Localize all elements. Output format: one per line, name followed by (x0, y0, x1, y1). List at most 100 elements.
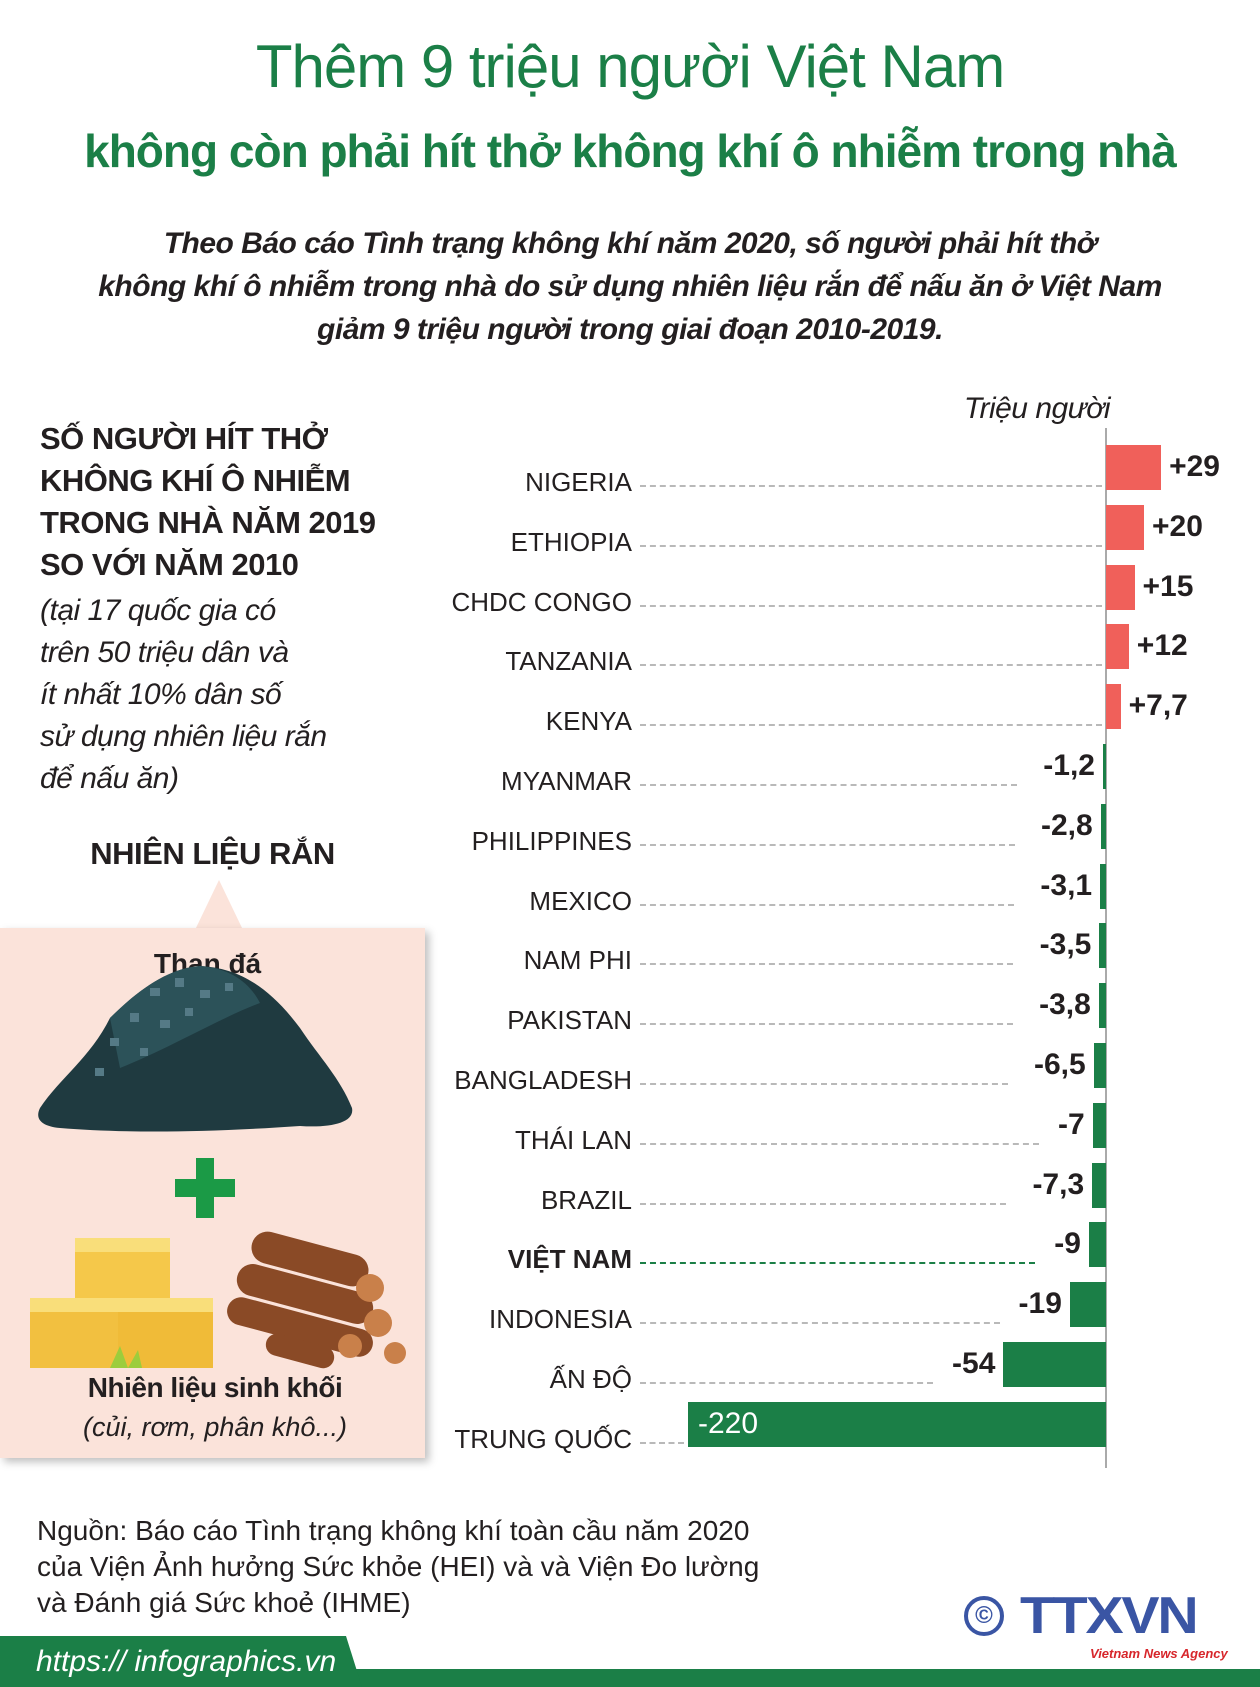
ttxvn-logo: TTXVN (1020, 1587, 1199, 1645)
subtext-line: trên 50 triệu dân và (40, 636, 289, 669)
leader-line (640, 1023, 1013, 1026)
heading-line: SO VỚI NĂM 2010 (40, 547, 299, 582)
value-label: -220 (698, 1406, 759, 1440)
bar (1106, 504, 1144, 550)
firewood-icon (227, 1231, 406, 1369)
source-line: và Đánh giá Sức khoẻ (IHME) (37, 1587, 411, 1618)
leader-line (640, 1441, 684, 1444)
fuel-heading: NHIÊN LIỆU RẮN (90, 836, 335, 871)
bar (1098, 983, 1106, 1029)
bar (1093, 1043, 1106, 1088)
category-label: MYANMAR (501, 766, 632, 796)
value-label: -3,5 (1039, 928, 1092, 962)
intro-line: Theo Báo cáo Tình trạng không khí năm 20… (163, 227, 1097, 260)
category-label: BRAZIL (540, 1184, 632, 1215)
category-label: VIỆT NAM (507, 1244, 632, 1275)
left-heading: SỐ NGƯỜI HÍT THỞ KHÔNG KHÍ Ô NHIỄM TRONG… (40, 418, 376, 586)
biomass-sublabel: (củi, rơm, phân khô...) (83, 1412, 347, 1442)
unit-label: Triệu người (963, 392, 1111, 425)
value-label: -19 (1018, 1287, 1062, 1321)
bar (688, 1401, 1106, 1447)
value-label: -3,8 (1039, 988, 1091, 1022)
callout-pointer (195, 880, 243, 930)
leader-line (640, 544, 1102, 547)
bar (1092, 1162, 1106, 1208)
value-label: +15 (1142, 569, 1194, 603)
value-label: -1,2 (1043, 749, 1095, 782)
plus-icon (175, 1158, 235, 1218)
coal-icon (38, 966, 353, 1132)
leader-line (640, 604, 1102, 607)
intro-text: Theo Báo cáo Tình trạng không khí năm 20… (40, 222, 1220, 351)
subtext-line: (tại 17 quốc gia có (40, 594, 276, 627)
page-subtitle: không còn phải hít thở không khí ô nhiễm… (84, 125, 1177, 177)
category-label: NIGERIA (525, 467, 632, 497)
value-label: -9 (1054, 1227, 1081, 1261)
copyright-icon: © (964, 1596, 1004, 1636)
value-label: +7,7 (1128, 689, 1188, 723)
value-label: -6,5 (1033, 1048, 1086, 1081)
bar (1088, 1222, 1106, 1268)
leader-line (640, 963, 1014, 966)
leader-line (640, 784, 1017, 786)
bar (1106, 445, 1162, 490)
category-label: INDONESIA (488, 1304, 632, 1335)
bar (1092, 1102, 1106, 1148)
bar (1100, 863, 1106, 909)
source-line: Nguồn: Báo cáo Tình trạng không khí toàn… (37, 1515, 750, 1546)
source-text: Nguồn: Báo cáo Tình trạng không khí toàn… (37, 1513, 759, 1621)
bar (1106, 564, 1135, 610)
heading-line: SỐ NGƯỜI HÍT THỞ (40, 421, 328, 456)
value-label: -54 (952, 1347, 996, 1380)
leader-line (640, 1322, 1000, 1325)
leader-line (640, 1262, 1035, 1265)
category-label: PAKISTAN (507, 1005, 632, 1036)
bar (1100, 803, 1106, 849)
heading-line: KHÔNG KHÍ Ô NHIỄM (40, 463, 351, 498)
leader-line (640, 1382, 934, 1384)
leader-line (640, 1083, 1008, 1085)
category-label: CHDC CONGO (451, 586, 632, 617)
subtext-line: ít nhất 10% dân số (40, 678, 282, 711)
category-label: BANGLADESH (454, 1065, 632, 1095)
category-label: ETHIOPIA (510, 526, 632, 557)
category-label: KENYA (545, 706, 632, 737)
leader-line (640, 724, 1102, 727)
value-label: +20 (1152, 509, 1203, 543)
page-title: Thêm 9 triệu người Việt Nam (255, 33, 1005, 100)
category-label: PHILIPPINES (471, 825, 632, 856)
leader-line (640, 1202, 1007, 1205)
website-link[interactable]: https:// infographics.vn (36, 1645, 337, 1678)
leader-line (640, 903, 1015, 906)
bar (1003, 1342, 1106, 1387)
left-subtext: (tại 17 quốc gia có trên 50 triệu dân và… (40, 590, 327, 800)
leader-line (640, 843, 1015, 846)
intro-line: không khí ô nhiễm trong nhà do sử dụng n… (98, 270, 1162, 303)
value-label: -7,3 (1032, 1167, 1085, 1201)
url-tab (0, 1636, 362, 1687)
category-label: MEXICO (529, 885, 632, 916)
bar (1103, 744, 1106, 789)
subtext-line: sử dụng nhiên liệu rắn (40, 720, 327, 753)
logo-subtitle: Vietnam News Agency (1090, 1646, 1228, 1661)
value-label: +12 (1136, 629, 1188, 663)
bar (1106, 684, 1121, 730)
source-line: của Viện Ảnh hưởng Sức khỏe (HEI) và và … (37, 1551, 760, 1582)
bar (1069, 1282, 1106, 1328)
biomass-label: Nhiên liệu sinh khối (87, 1372, 343, 1403)
leader-line (640, 664, 1102, 667)
category-label: TANZANIA (505, 646, 632, 677)
leader-line (640, 485, 1102, 487)
value-label: -7 (1058, 1107, 1085, 1141)
hay-bale-icon (30, 1238, 213, 1368)
bar (1099, 923, 1106, 969)
bar (1106, 624, 1129, 670)
value-label: +29 (1169, 450, 1220, 483)
fuel-illustration (30, 966, 406, 1369)
value-label: -3,1 (1040, 868, 1093, 902)
subtext-line: để nấu ăn) (40, 762, 179, 795)
leader-line (640, 1142, 1039, 1145)
heading-line: TRONG NHÀ NĂM 2019 (40, 505, 376, 540)
category-label: THÁI LAN (514, 1124, 632, 1155)
category-label: NAM PHI (523, 945, 632, 976)
